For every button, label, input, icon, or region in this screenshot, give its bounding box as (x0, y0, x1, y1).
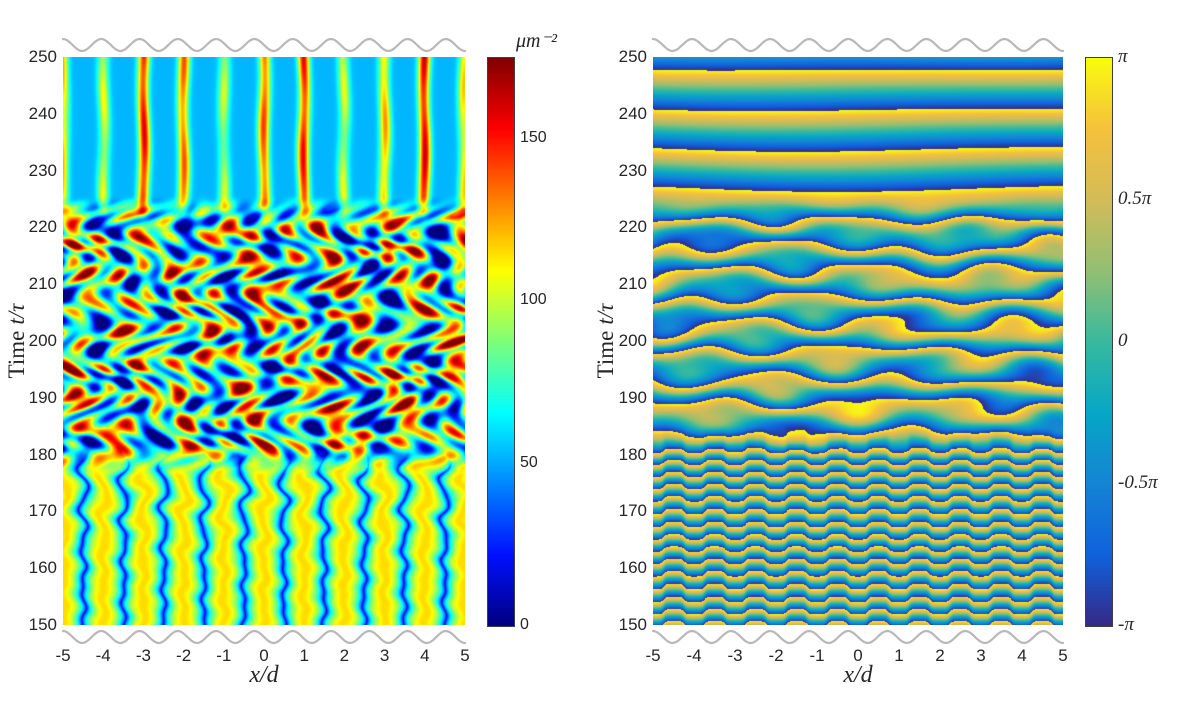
wave-path (61, 37, 467, 53)
colorbar-tick-label: -0.5π (1118, 472, 1158, 493)
x-tick-label: 3 (379, 646, 390, 665)
y-tick-label: 250 (618, 47, 647, 66)
y-axis-label-density: Time t/τ (4, 304, 30, 379)
y-tick-label: 240 (28, 103, 57, 123)
x-tick-label: 1 (894, 646, 904, 665)
y-tick-label: 170 (28, 501, 57, 521)
colorbar-tick-label: 50 (520, 453, 538, 471)
y-tick-label: 250 (28, 47, 57, 66)
y-axis-label-math: t/τ (4, 303, 29, 325)
x-tick-label: -2 (768, 646, 784, 665)
y-tick-label: 240 (618, 103, 647, 123)
x-axis-label-math: x/d (843, 662, 873, 688)
y-tick-label: 160 (618, 558, 647, 578)
colorbar-tick-label: 100 (520, 291, 547, 309)
y-axis-label-math: t/τ (593, 303, 618, 325)
y-tick-label: 210 (618, 274, 647, 294)
x-tick-label: 4 (420, 646, 430, 665)
x-axis-label-phase: x/d (843, 662, 872, 689)
colorbar-tick-label: π (1118, 46, 1128, 67)
colorbar-tick-label: 0.5π (1118, 188, 1152, 209)
y-tick-label: 180 (28, 444, 57, 464)
y-tick-label: 230 (618, 160, 647, 180)
x-tick-label: -3 (727, 646, 743, 665)
x-axis-label-density: x/d (249, 662, 278, 689)
x-tick-label: -1 (809, 646, 825, 665)
colorbar-tick-label: -π (1118, 614, 1134, 635)
y-tick-label: 150 (618, 615, 647, 634)
x-tick-label: -3 (135, 646, 151, 665)
x-tick-label: -5 (55, 646, 71, 665)
x-axis-label-math: x/d (249, 662, 279, 688)
y-tick-label: 180 (618, 444, 647, 464)
lattice-potential-wave-top-left (61, 37, 467, 53)
y-tick-label: 210 (28, 274, 57, 294)
y-tick-label: 220 (618, 217, 647, 237)
y-tick-label: 230 (28, 160, 57, 180)
x-tick-label: 4 (1017, 646, 1027, 665)
phase-heatmap (653, 57, 1063, 625)
colorbar-tick-label: 150 (520, 129, 547, 147)
x-tick-label: 2 (935, 646, 945, 665)
wave-path (651, 629, 1065, 645)
x-tick-label: 2 (339, 646, 350, 665)
y-tick-label: 220 (28, 217, 57, 237)
y-axis-label-text: Time (4, 330, 29, 379)
lattice-potential-wave-top-right (651, 37, 1065, 53)
y-tick-label: 190 (618, 387, 647, 407)
x-tick-label: -5 (645, 646, 661, 665)
lattice-potential-wave-bottom-left (61, 629, 467, 645)
density-colorbar-unit-label: μm⁻² (516, 30, 558, 52)
y-tick-label: 190 (28, 387, 57, 407)
wave-path (651, 37, 1065, 53)
x-tick-label: 3 (976, 646, 986, 665)
x-tick-label: -4 (686, 646, 702, 665)
density-heatmap (63, 57, 465, 625)
lattice-potential-wave-bottom-right (651, 629, 1065, 645)
x-tick-label: -1 (216, 646, 232, 665)
x-tick-label: -4 (95, 646, 111, 665)
colorbar-tick-label: 0 (520, 616, 529, 633)
y-tick-label: 160 (28, 558, 57, 578)
colorbar-tick-label: 0 (1118, 330, 1128, 351)
y-tick-label: 170 (618, 501, 647, 521)
y-axis-label-text: Time (593, 330, 618, 379)
density-colorbar (487, 57, 515, 627)
x-tick-label: 1 (299, 646, 309, 665)
y-axis-label-phase: Time t/τ (593, 304, 619, 379)
phase-colorbar (1085, 57, 1113, 627)
y-tick-label: 150 (28, 615, 57, 634)
x-tick-label: -2 (176, 646, 192, 665)
wave-path (61, 629, 467, 645)
x-tick-label: 5 (1058, 646, 1068, 665)
x-tick-label: 5 (460, 646, 470, 665)
